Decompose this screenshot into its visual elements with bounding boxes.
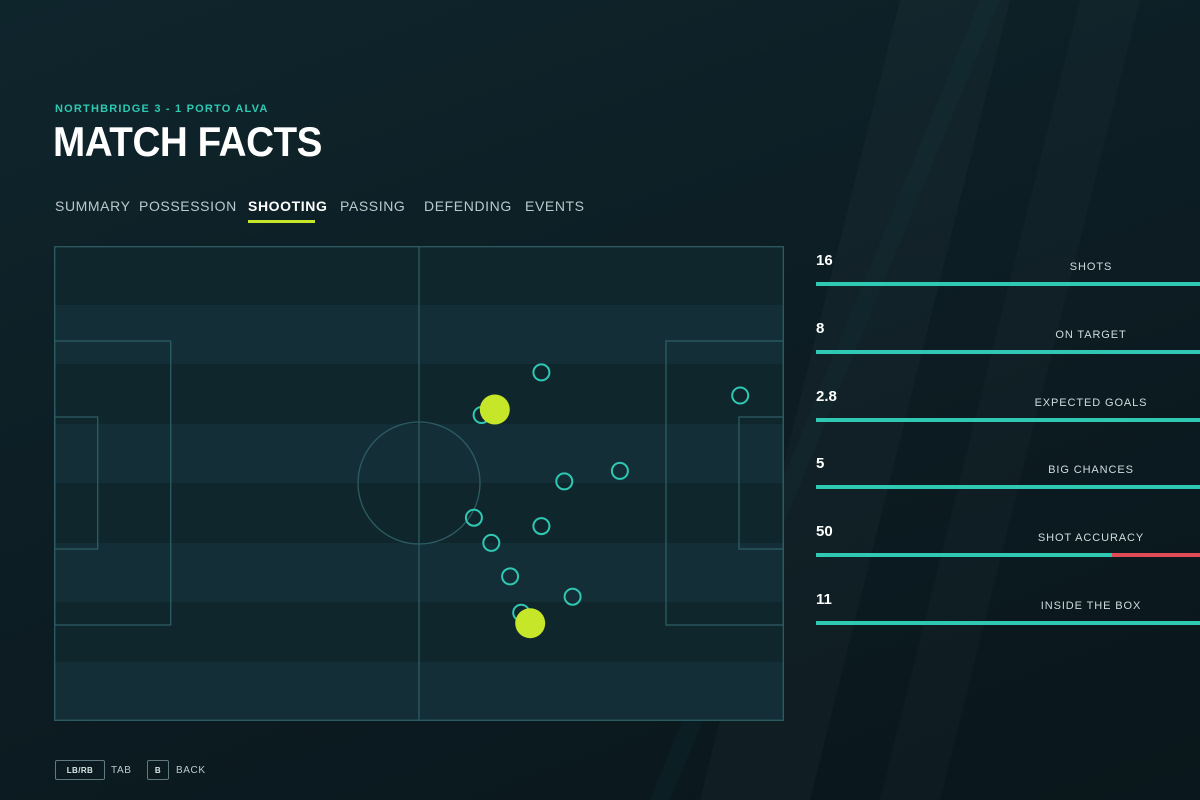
shot-marker: [731, 386, 750, 405]
tab-summary[interactable]: SUMMARY: [55, 198, 131, 214]
stat-bar: [816, 282, 1200, 286]
stat-label: ON TARGET: [1055, 329, 1127, 341]
tab-bar: SUMMARY POSSESSION SHOOTING PASSING DEFE…: [55, 198, 615, 228]
tab-passing[interactable]: PASSING: [340, 198, 406, 214]
stat-label: INSIDE THE BOX: [1040, 600, 1142, 612]
shots-layer: [464, 363, 750, 639]
b-button-hint[interactable]: B: [147, 760, 169, 780]
tab-possession[interactable]: POSSESSION: [139, 198, 237, 214]
stat-expected-goals: 2.8 EXPECTED GOALS: [816, 388, 1200, 428]
stat-value: 2.8: [816, 388, 837, 405]
controller-hints: LB/RB TAB B BACK: [55, 760, 355, 782]
shot-marker: [532, 363, 551, 382]
stat-bar-fill: [816, 418, 1200, 422]
shot-marker: [482, 533, 501, 552]
active-tab-indicator: [248, 220, 315, 223]
stat-value: 8: [816, 320, 825, 337]
stat-label: SHOTS: [1069, 261, 1113, 273]
stat-bar: [816, 621, 1200, 625]
goal-shot-marker: [479, 394, 510, 425]
stat-value: 50: [816, 523, 833, 540]
shot-marker: [563, 587, 582, 606]
stat-bar: [816, 350, 1200, 354]
tab-shooting[interactable]: SHOOTING: [248, 198, 328, 214]
stat-bar-fill: [816, 350, 1200, 354]
stat-bar: [816, 553, 1200, 557]
back-hint-label: BACK: [176, 765, 206, 776]
shot-marker: [501, 567, 520, 586]
tab-events[interactable]: EVENTS: [525, 198, 585, 214]
pitch-lines: [54, 246, 784, 721]
shot-marker: [610, 461, 629, 480]
stat-label: BIG CHANCES: [1048, 464, 1134, 476]
lb-rb-button-hint[interactable]: LB/RB: [55, 760, 105, 780]
stat-inside-the-box: 11 INSIDE THE BOX: [816, 591, 1200, 631]
stat-bar-fill: [816, 621, 1200, 625]
page-title: MATCH FACTS: [53, 118, 322, 165]
tab-hint-label: TAB: [111, 765, 132, 776]
stat-on-target: 8 ON TARGET: [816, 320, 1200, 360]
stat-shot-accuracy: 50 SHOT ACCURACY: [816, 523, 1200, 563]
stat-value: 11: [816, 591, 832, 608]
stat-value: 5: [816, 455, 825, 472]
shot-marker: [464, 508, 483, 527]
shot-marker: [532, 517, 551, 536]
stat-label: EXPECTED GOALS: [1034, 397, 1148, 409]
stat-bar: [816, 485, 1200, 489]
stat-bar-fill: [816, 282, 1200, 286]
stat-value: 16: [816, 252, 833, 269]
shot-map-pitch: [54, 246, 784, 721]
tab-defending[interactable]: DEFENDING: [424, 198, 512, 214]
stat-bar-fill: [816, 485, 1200, 489]
shot-marker: [555, 472, 574, 491]
stat-bar-fill: [816, 553, 1112, 557]
match-score-subtitle: NORTHBRIDGE 3 - 1 PORTO ALVA: [55, 103, 269, 115]
goal-shot-marker: [515, 608, 546, 639]
stat-big-chances: 5 BIG CHANCES: [816, 455, 1200, 495]
stat-shots: 16 SHOTS: [816, 252, 1200, 292]
stat-label: SHOT ACCURACY: [1037, 532, 1145, 544]
stat-bar: [816, 418, 1200, 422]
